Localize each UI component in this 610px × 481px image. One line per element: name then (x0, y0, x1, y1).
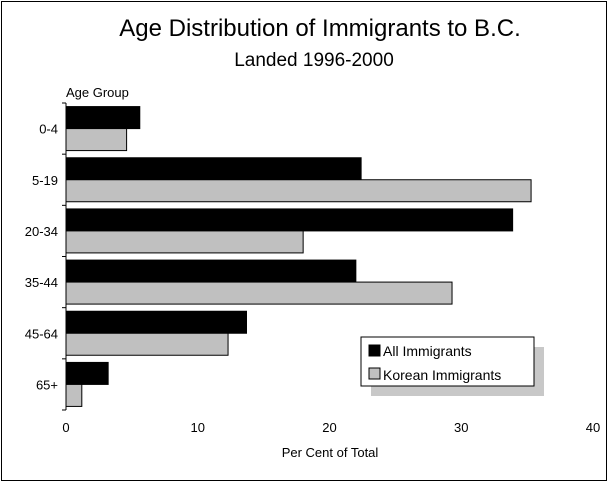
bars (65, 106, 532, 407)
bar-korean-immigrants-0-4 (65, 128, 128, 152)
legend: All Immigrants Korean Immigrants (360, 336, 544, 396)
bar-all-immigrants-0-4 (65, 106, 141, 130)
bar-all-immigrants-65+ (65, 361, 109, 385)
bar-korean-immigrants-45-64 (65, 332, 229, 356)
chart: Age Distribution of Immigrants to B.C. L… (25, 15, 600, 460)
x-tick-label: 30 (454, 420, 468, 435)
bar-all-immigrants-35-44 (65, 259, 357, 283)
y-tick-labels: 0-4 5-19 20-34 35-44 45-64 65+ (25, 122, 58, 393)
bar-korean-immigrants-65+ (65, 383, 83, 407)
x-tick-label: 20 (322, 420, 336, 435)
bar-korean-immigrants-20-34 (65, 230, 304, 254)
legend-box (360, 336, 535, 387)
x-tick-label: 0 (62, 420, 69, 435)
bar-all-immigrants-20-34 (65, 208, 514, 232)
bar-all-immigrants-5-19 (65, 157, 362, 181)
y-axis (62, 102, 67, 411)
x-tick-labels: 0 10 20 30 40 (62, 420, 600, 435)
y-tick-label: 45-64 (25, 326, 58, 341)
y-tick-label: 0-4 (39, 122, 58, 137)
y-tick-label: 65+ (36, 377, 58, 392)
legend-label-korean-immigrants: Korean Immigrants (383, 367, 501, 383)
x-tick-label: 40 (586, 420, 600, 435)
chart-subtitle: Landed 1996-2000 (234, 50, 394, 71)
y-axis-label: Age Group (66, 85, 129, 100)
x-axis-label: Per Cent of Total (282, 445, 379, 460)
y-tick-label: 5-19 (32, 173, 58, 188)
bar-all-immigrants-45-64 (65, 310, 247, 334)
y-tick-label: 35-44 (25, 275, 58, 290)
x-tick-label: 10 (191, 420, 205, 435)
y-tick-label: 20-34 (25, 224, 58, 239)
legend-swatch-korean-immigrants (368, 367, 381, 380)
legend-label-all-immigrants: All Immigrants (383, 343, 472, 359)
bar-korean-immigrants-35-44 (65, 281, 453, 305)
legend-swatch-all-immigrants (368, 344, 381, 357)
chart-title: Age Distribution of Immigrants to B.C. (119, 15, 520, 42)
bar-korean-immigrants-5-19 (65, 179, 532, 203)
